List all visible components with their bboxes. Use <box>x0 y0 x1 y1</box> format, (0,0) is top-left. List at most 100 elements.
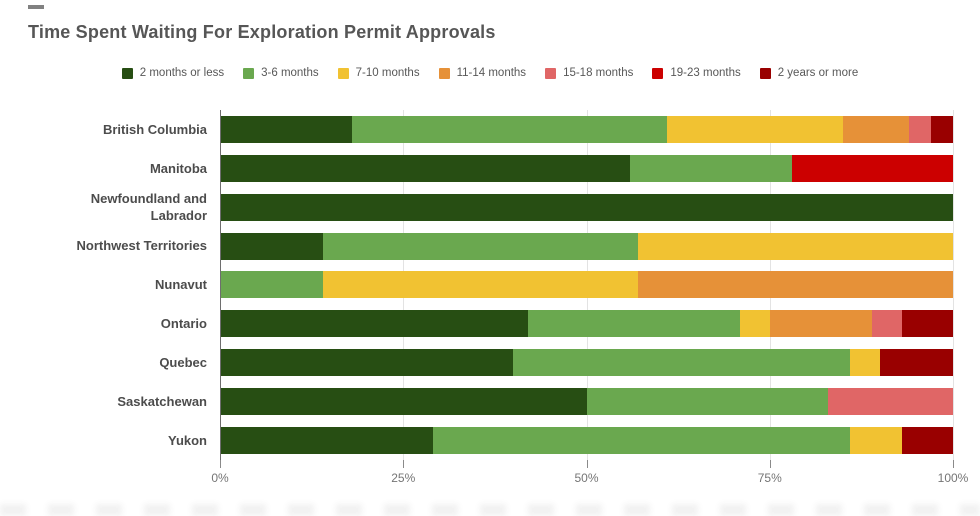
bar-segment[interactable] <box>432 427 851 455</box>
stacked-bar <box>220 388 953 416</box>
stacked-bar <box>220 154 953 182</box>
bar-segment[interactable] <box>322 232 638 260</box>
category-label: Northwest Territories <box>76 238 207 254</box>
cropped-artifact-bottom <box>0 504 980 516</box>
stacked-bar <box>220 271 953 299</box>
axis-tick <box>403 460 405 468</box>
legend-item: 2 years or more <box>759 67 859 79</box>
bar-segment[interactable] <box>637 232 953 260</box>
bar-segment[interactable] <box>220 427 433 455</box>
bar-segment[interactable] <box>740 310 770 338</box>
bar-segment[interactable] <box>850 349 880 377</box>
gridline <box>953 110 954 460</box>
legend-swatch-icon <box>121 67 133 79</box>
bar-segment[interactable] <box>513 349 851 377</box>
bar-segment[interactable] <box>322 271 638 299</box>
row-label-cell: Northwest Territories <box>0 237 220 255</box>
legend-label: 2 months or less <box>139 67 225 79</box>
bar-row: Newfoundland and Labrador <box>0 188 953 227</box>
category-label: Quebec <box>159 355 207 370</box>
bar-segment[interactable] <box>220 115 352 143</box>
bar-segment[interactable] <box>220 349 514 377</box>
bar-row: Quebec <box>0 343 953 382</box>
bar-segment[interactable] <box>220 310 528 338</box>
row-label-cell: British Columbia <box>0 121 220 139</box>
bar-segment[interactable] <box>667 115 844 143</box>
bar-segment[interactable] <box>879 349 953 377</box>
legend-label: 3-6 months <box>261 67 319 79</box>
legend-item: 3-6 months <box>243 67 319 79</box>
row-label-cell: Manitoba <box>0 160 220 178</box>
category-label: Yukon <box>167 432 207 448</box>
category-label: Ontario <box>160 316 207 332</box>
bar-segment[interactable] <box>909 115 931 143</box>
category-label: Manitoba <box>149 160 207 176</box>
bar-segment[interactable] <box>901 310 953 338</box>
bar-segment[interactable] <box>220 271 323 299</box>
bar-row: British Columbia <box>0 110 953 149</box>
axis-tick-label: 0% <box>211 471 229 485</box>
bar-segment[interactable] <box>769 310 873 338</box>
cropped-artifact-top <box>28 5 44 9</box>
bar-segment[interactable] <box>872 310 902 338</box>
bar-row: Northwest Territories <box>0 227 953 266</box>
legend-label: 15-18 months <box>563 67 634 79</box>
y-axis-line <box>220 110 221 460</box>
legend-swatch-icon <box>545 67 557 79</box>
legend-label: 19-23 months <box>670 67 741 79</box>
axis-tick-label: 75% <box>757 471 782 485</box>
bar-segment[interactable] <box>637 271 953 299</box>
category-label: Saskatchewan <box>117 393 207 409</box>
row-label-cell: Yukon <box>0 432 220 450</box>
row-label-cell: Quebec <box>0 354 220 372</box>
stacked-bar <box>220 115 953 143</box>
bar-segment[interactable] <box>901 427 953 455</box>
legend-swatch-icon <box>652 67 664 79</box>
legend-item: 15-18 months <box>545 67 633 79</box>
axis-tick-label: 50% <box>574 471 599 485</box>
axis-tick-label: 25% <box>391 471 416 485</box>
legend-label: 11-14 months <box>456 67 527 79</box>
bar-segment[interactable] <box>586 388 829 416</box>
bar-segment[interactable] <box>828 388 953 416</box>
bar-segment[interactable] <box>527 310 741 338</box>
stacked-bar <box>220 193 953 221</box>
chart-title: Time Spent Waiting For Exploration Permi… <box>28 22 496 42</box>
legend-swatch-icon <box>337 67 349 79</box>
stacked-bar <box>220 232 953 260</box>
stacked-bar <box>220 427 953 455</box>
row-label-cell: Saskatchewan <box>0 393 220 411</box>
axis-tick <box>220 460 221 468</box>
row-label-cell: Ontario <box>0 315 220 333</box>
category-label: Newfoundland and Labrador <box>90 190 207 224</box>
legend-swatch-icon <box>759 67 771 79</box>
legend-item: 19-23 months <box>652 67 741 79</box>
row-label-cell: Nunavut <box>0 276 220 294</box>
legend-label: 2 years or more <box>777 67 859 79</box>
category-label: British Columbia <box>102 121 207 137</box>
bar-segment[interactable] <box>843 115 909 143</box>
bar-segment[interactable] <box>791 154 953 182</box>
bar-segment[interactable] <box>220 193 953 221</box>
bar-segment[interactable] <box>220 232 323 260</box>
bar-row: Manitoba <box>0 149 953 188</box>
bar-segment[interactable] <box>850 427 902 455</box>
bar-segment[interactable] <box>351 115 668 143</box>
axis-tick <box>586 460 588 468</box>
stacked-bar <box>220 349 953 377</box>
row-label-cell: Newfoundland and Labrador <box>0 190 220 225</box>
chart-legend: 2 months or less 3-6 months 7-10 months 11-… <box>0 64 980 82</box>
stacked-bar <box>220 310 953 338</box>
legend-item: 7-10 months <box>337 67 420 79</box>
bar-segment[interactable] <box>220 388 587 416</box>
bar-segment[interactable] <box>930 115 953 143</box>
axis-tick <box>953 460 954 468</box>
bar-segment[interactable] <box>220 154 631 182</box>
bar-segment[interactable] <box>630 154 792 182</box>
bar-row: Yukon <box>0 421 953 460</box>
axis-tick <box>769 460 771 468</box>
legend-swatch-icon <box>243 67 255 79</box>
legend-item: 2 months or less <box>121 67 225 79</box>
bar-row: Saskatchewan <box>0 382 953 421</box>
